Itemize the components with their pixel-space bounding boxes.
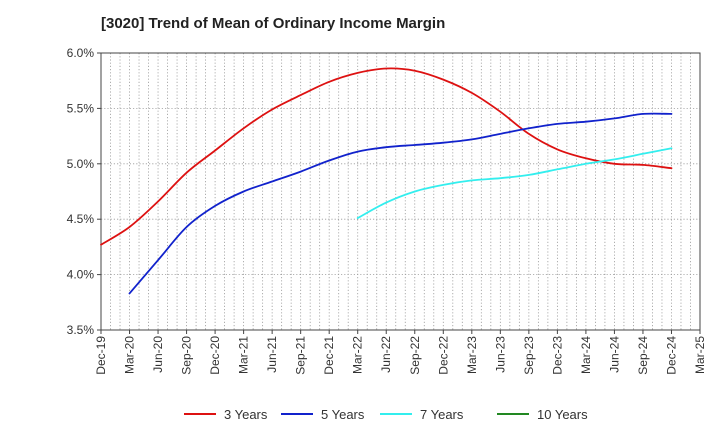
legend-label: 3 Years — [224, 407, 268, 422]
x-tick-label: Dec-20 — [208, 336, 222, 375]
series-line-3-years — [100, 67, 673, 246]
x-tick-label: Dec-19 — [94, 336, 108, 375]
x-tick-label: Sep-20 — [180, 336, 194, 375]
y-tick-label: 5.5% — [67, 101, 95, 115]
x-tick-label: Mar-25 — [693, 336, 707, 374]
y-tick-label: 3.5% — [67, 323, 95, 337]
x-tick-label: Sep-21 — [294, 336, 308, 375]
x-tick-label: Mar-22 — [351, 336, 365, 374]
series-lines — [100, 67, 673, 295]
x-tick-label: Mar-23 — [465, 336, 479, 374]
x-axis: Dec-19 Mar-20 Jun-20 Sep-20 Dec-20 Mar-21 Jun-… — [94, 330, 707, 375]
x-tick-label: Dec-22 — [436, 336, 450, 375]
x-tick-label: Mar-21 — [237, 336, 251, 374]
x-tick-label: Sep-23 — [522, 336, 536, 375]
x-tick-label: Jun-21 — [265, 336, 279, 373]
x-tick-label: Sep-22 — [408, 336, 422, 375]
legend-label: 10 Years — [537, 407, 588, 422]
x-tick-label: Dec-24 — [664, 336, 678, 375]
plot-border — [100, 52, 701, 331]
y-tick-label: 6.0% — [67, 46, 95, 60]
y-tick-label: 5.0% — [67, 157, 95, 171]
y-tick-label: 4.0% — [67, 268, 95, 282]
plot-area — [101, 53, 700, 330]
y-axis: 3.5% 4.0% 4.5% 5.0% 5.5% 6.0% — [67, 46, 101, 337]
legend: 3 Years 5 Years 7 Years 10 Years — [184, 407, 588, 422]
x-tick-label: Dec-23 — [550, 336, 564, 375]
chart-title: [3020] Trend of Mean of Ordinary Income … — [101, 15, 446, 32]
x-tick-label: Dec-21 — [322, 336, 336, 375]
x-tick-label: Mar-20 — [123, 336, 137, 374]
x-tick-label: Jun-22 — [379, 336, 393, 373]
x-tick-label: Jun-23 — [493, 336, 507, 373]
series-line-7-years — [356, 147, 673, 219]
x-tick-label: Jun-20 — [151, 336, 165, 373]
x-tick-label: Mar-24 — [579, 336, 593, 374]
x-tick-label: Jun-24 — [607, 336, 621, 373]
y-tick-label: 4.5% — [67, 212, 95, 226]
x-tick-label: Sep-24 — [636, 336, 650, 375]
series-line-5-years — [128, 112, 673, 295]
legend-label: 5 Years — [321, 407, 365, 422]
legend-label: 7 Years — [420, 407, 464, 422]
